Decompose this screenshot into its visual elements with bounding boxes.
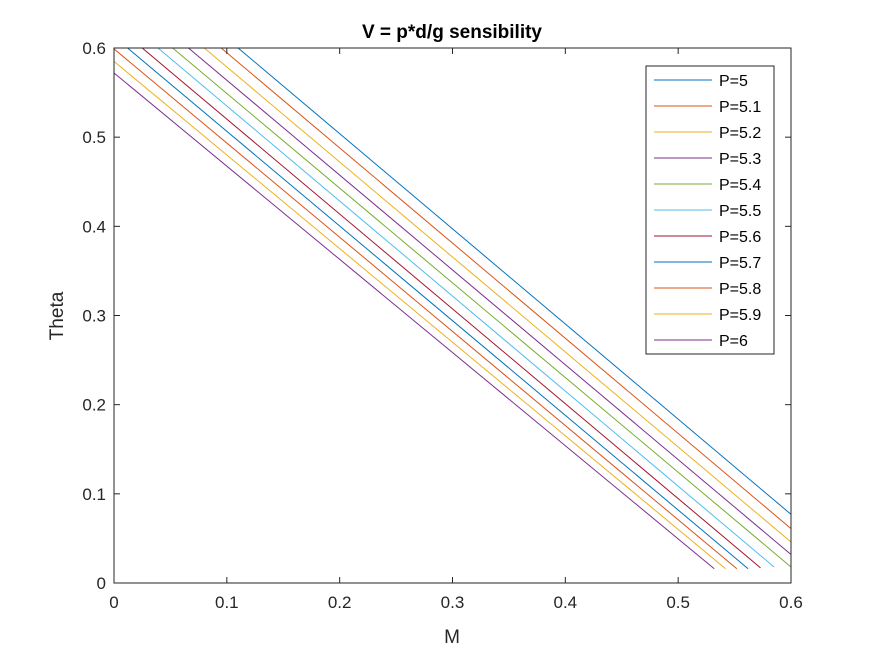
series-line-2 [220,47,792,529]
legend-label: P=5 [719,73,748,90]
x-tick-label: 0.5 [666,593,690,612]
legend-label: P=6 [719,333,748,350]
series-layer [113,47,792,570]
legend-label: P=5.5 [719,203,761,220]
series-line-8 [127,47,749,570]
x-tick-label: 0.4 [554,593,578,612]
axes-layer: 0 0.1 0.2 0.3 0.4 0.5 0.6 0 0.1 0.2 0.3 0.4 0.5 0.6 [82,39,802,612]
chart-title: V = p*d/g sensibility [362,22,542,43]
series-line-11 [113,72,715,570]
y-tick-label: 0.4 [82,217,106,236]
y-axis-title: Theta [47,291,68,340]
x-tick-label: 0.6 [779,593,803,612]
series-line-5 [172,47,792,568]
series-line-7 [141,47,761,569]
x-tick-label: 0.2 [328,593,352,612]
y-tick-label: 0.1 [82,485,106,504]
legend: P=5 P=5.1 P=5.2 P=5.3 P=5.4 P=5.5 P=5.6 P=5.7 P=… [645,65,775,355]
series-line-4 [188,47,792,555]
y-tick-label: 0.3 [82,307,106,326]
y-tick-label: 0.5 [82,128,106,147]
legend-label: P=5.2 [719,125,761,142]
legend-label: P=5.3 [719,151,761,168]
y-tick-label: 0.2 [82,396,106,415]
legend-label: P=5.1 [719,99,761,116]
x-tick-label: 0.1 [215,593,239,612]
y-tick-label: 0 [97,574,106,593]
legend-label: P=5.7 [719,255,761,272]
series-line-6 [157,47,775,568]
series-line-3 [203,47,792,543]
legend-label: P=5.8 [719,281,761,298]
y-tick-label: 0.6 [82,39,106,58]
legend-label: P=5.4 [719,177,761,194]
legend-label: P=5.9 [719,307,761,324]
series-line-1 [237,47,792,515]
x-axis-title: M [444,627,460,648]
series-line-9 [113,48,738,570]
series-line-10 [113,60,726,570]
x-tick-label: 0 [109,593,118,612]
legend-label: P=5.6 [719,229,761,246]
x-tick-label: 0.3 [441,593,465,612]
